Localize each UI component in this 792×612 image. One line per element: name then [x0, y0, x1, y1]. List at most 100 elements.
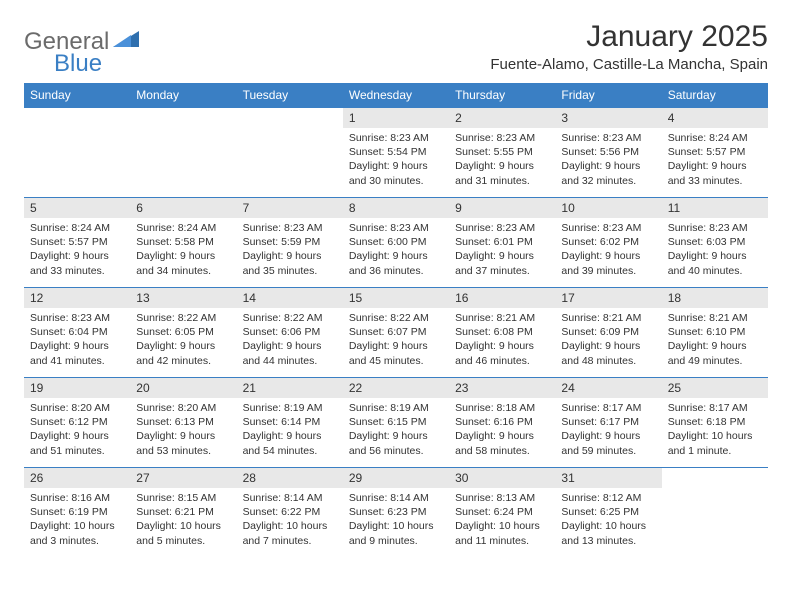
location: Fuente-Alamo, Castille-La Mancha, Spain: [490, 56, 768, 73]
day-content-line: Sunrise: 8:24 AM: [668, 131, 762, 145]
day-content-line: and 5 minutes.: [136, 534, 230, 548]
calendar-day-cell: 23 Sunrise: 8:18 AMSunset: 6:16 PMDayligh…: [449, 378, 555, 468]
day-content-line: Sunrise: 8:23 AM: [243, 221, 337, 235]
calendar-day-cell: 27Sunrise: 8:15 AMSunset: 6:21 PMDayligh…: [130, 468, 236, 558]
day-content-line: Sunrise: 8:23 AM: [668, 221, 762, 235]
day-content-line: Sunset: 5:58 PM: [136, 235, 230, 249]
day-content: Sunrise: 8:14 AMSunset: 6:22 PMDaylight:…: [237, 488, 343, 554]
calendar-day-cell: 6Sunrise: 8:24 AMSunset: 5:58 PMDaylight…: [130, 198, 236, 288]
day-content: Sunrise: 8:14 AMSunset: 6:23 PMDaylight:…: [343, 488, 449, 554]
day-content-line: and 56 minutes.: [349, 444, 443, 458]
day-number: 28: [237, 468, 343, 488]
calendar-day-cell: [130, 108, 236, 198]
day-content-line: Sunrise: 8:14 AM: [243, 491, 337, 505]
day-content-line: Sunset: 6:00 PM: [349, 235, 443, 249]
day-content-line: and 51 minutes.: [30, 444, 124, 458]
day-content-line: Sunrise: 8:19 AM: [349, 401, 443, 415]
day-content: Sunrise: 8:21 AMSunset: 6:10 PMDaylight:…: [662, 308, 768, 374]
day-content-line: and 46 minutes.: [455, 354, 549, 368]
day-content: Sunrise: 8:23 AMSunset: 5:54 PMDaylight:…: [343, 128, 449, 194]
day-number: 14: [237, 288, 343, 308]
day-content-line: and 49 minutes.: [668, 354, 762, 368]
day-content: Sunrise: 8:20 AMSunset: 6:13 PMDaylight:…: [130, 398, 236, 464]
day-number: 29: [343, 468, 449, 488]
calendar-day-cell: 10Sunrise: 8:23 AMSunset: 6:02 PMDayligh…: [555, 198, 661, 288]
day-number: 20: [130, 378, 236, 398]
day-content-line: Sunrise: 8:23 AM: [349, 221, 443, 235]
calendar-day-cell: 8Sunrise: 8:23 AMSunset: 6:00 PMDaylight…: [343, 198, 449, 288]
day-content-line: Sunrise: 8:16 AM: [30, 491, 124, 505]
calendar-week-row: 19Sunrise: 8:20 AMSunset: 6:12 PMDayligh…: [24, 378, 768, 468]
day-number: 23: [449, 378, 555, 398]
day-content-line: and 7 minutes.: [243, 534, 337, 548]
calendar-day-cell: [662, 468, 768, 558]
day-content: Sunrise: 8:23 AMSunset: 5:55 PMDaylight:…: [449, 128, 555, 194]
day-number: 12: [24, 288, 130, 308]
calendar-day-cell: 31Sunrise: 8:12 AMSunset: 6:25 PMDayligh…: [555, 468, 661, 558]
calendar-day-cell: 7Sunrise: 8:23 AMSunset: 5:59 PMDaylight…: [237, 198, 343, 288]
day-content-line: and 40 minutes.: [668, 264, 762, 278]
day-content-line: Daylight: 10 hours: [349, 519, 443, 533]
day-content-line: and 34 minutes.: [136, 264, 230, 278]
day-content-line: Daylight: 9 hours: [668, 249, 762, 263]
day-content-line: Sunset: 6:06 PM: [243, 325, 337, 339]
calendar-day-cell: 5Sunrise: 8:24 AMSunset: 5:57 PMDaylight…: [24, 198, 130, 288]
day-content-line: Daylight: 9 hours: [30, 339, 124, 353]
calendar-week-row: 26Sunrise: 8:16 AMSunset: 6:19 PMDayligh…: [24, 468, 768, 558]
calendar-week-row: 12Sunrise: 8:23 AMSunset: 6:04 PMDayligh…: [24, 288, 768, 378]
day-content-line: Sunset: 6:04 PM: [30, 325, 124, 339]
calendar-day-cell: 19Sunrise: 8:20 AMSunset: 6:12 PMDayligh…: [24, 378, 130, 468]
day-content: Sunrise: 8:21 AMSunset: 6:08 PMDaylight:…: [449, 308, 555, 374]
day-content: Sunrise: 8:19 AMSunset: 6:15 PMDaylight:…: [343, 398, 449, 464]
day-content: Sunrise: 8:23 AMSunset: 6:00 PMDaylight:…: [343, 218, 449, 284]
day-content-line: Daylight: 9 hours: [349, 429, 443, 443]
day-content-line: and 11 minutes.: [455, 534, 549, 548]
day-content-line: Sunset: 6:02 PM: [561, 235, 655, 249]
day-content-line: Sunset: 6:18 PM: [668, 415, 762, 429]
day-content: [130, 114, 236, 123]
calendar-day-cell: 11Sunrise: 8:23 AMSunset: 6:03 PMDayligh…: [662, 198, 768, 288]
day-number: 31: [555, 468, 661, 488]
day-content-line: and 13 minutes.: [561, 534, 655, 548]
day-content-line: Sunrise: 8:23 AM: [30, 311, 124, 325]
day-content: Sunrise: 8:22 AMSunset: 6:05 PMDaylight:…: [130, 308, 236, 374]
day-content-line: Sunset: 6:10 PM: [668, 325, 762, 339]
calendar-day-cell: [24, 108, 130, 198]
day-content-line: Sunrise: 8:23 AM: [455, 221, 549, 235]
day-content-line: Sunrise: 8:18 AM: [455, 401, 549, 415]
day-content-line: and 42 minutes.: [136, 354, 230, 368]
day-content-line: Daylight: 10 hours: [136, 519, 230, 533]
calendar-day-cell: 15Sunrise: 8:22 AMSunset: 6:07 PMDayligh…: [343, 288, 449, 378]
calendar-day-cell: 2Sunrise: 8:23 AMSunset: 5:55 PMDaylight…: [449, 108, 555, 198]
day-content-line: Daylight: 9 hours: [561, 249, 655, 263]
calendar-day-cell: 12 Sunrise: 8:23 AMSunset: 6:04 PMDayligh…: [24, 288, 130, 378]
day-content-line: Sunrise: 8:23 AM: [349, 131, 443, 145]
day-content-line: Daylight: 9 hours: [455, 429, 549, 443]
logo-text-blue: Blue: [54, 50, 102, 78]
calendar-day-cell: 29Sunrise: 8:14 AMSunset: 6:23 PMDayligh…: [343, 468, 449, 558]
day-content: Sunrise: 8:12 AMSunset: 6:25 PMDaylight:…: [555, 488, 661, 554]
day-content-line: Daylight: 9 hours: [243, 249, 337, 263]
day-content-line: Daylight: 10 hours: [30, 519, 124, 533]
logo-blue-text-wrap: Blue: [54, 42, 102, 78]
weekday-header: Saturday: [662, 83, 768, 108]
day-content-line: Daylight: 9 hours: [243, 429, 337, 443]
day-content-line: Sunset: 6:14 PM: [243, 415, 337, 429]
day-content-line: Sunset: 6:16 PM: [455, 415, 549, 429]
day-content-line: Daylight: 9 hours: [136, 339, 230, 353]
day-content-line: Daylight: 10 hours: [561, 519, 655, 533]
weekday-header: Monday: [130, 83, 236, 108]
day-content-line: Daylight: 9 hours: [30, 249, 124, 263]
day-content-line: Sunrise: 8:21 AM: [455, 311, 549, 325]
day-content-line: Sunrise: 8:14 AM: [349, 491, 443, 505]
day-content-line: and 35 minutes.: [243, 264, 337, 278]
day-content-line: Sunrise: 8:17 AM: [668, 401, 762, 415]
day-content-line: and 31 minutes.: [455, 174, 549, 188]
day-content-line: Sunrise: 8:23 AM: [561, 221, 655, 235]
day-content-line: and 9 minutes.: [349, 534, 443, 548]
calendar-table: SundayMondayTuesdayWednesdayThursdayFrid…: [24, 83, 768, 558]
day-content: Sunrise: 8:23 AMSunset: 6:01 PMDaylight:…: [449, 218, 555, 284]
day-content-line: Daylight: 9 hours: [455, 249, 549, 263]
day-content-line: Sunrise: 8:13 AM: [455, 491, 549, 505]
day-number: 25: [662, 378, 768, 398]
